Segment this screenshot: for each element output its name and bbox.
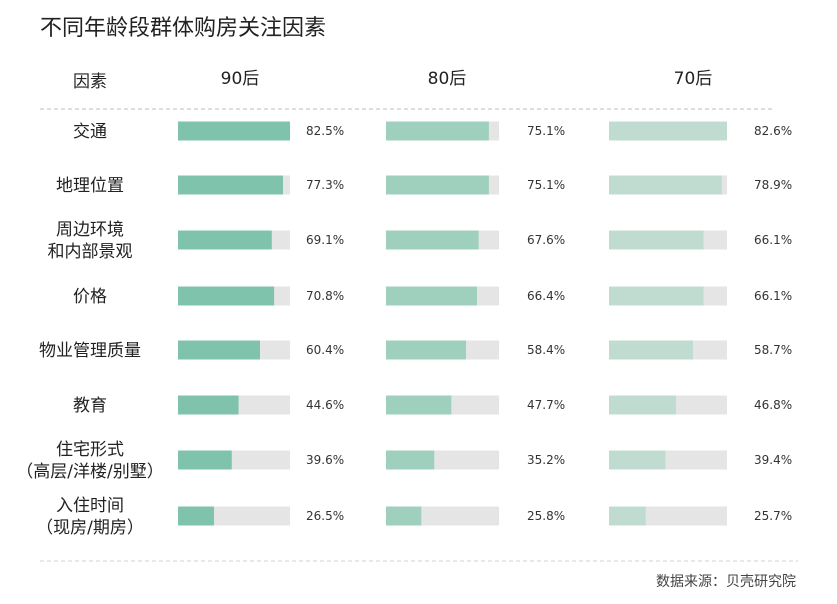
data-label: 39.6% <box>306 453 344 467</box>
chart-rows: 交通 82.5% 75.1% 82.6% 地理位置 77.3% 75.1% 78.9% 周边环境… <box>16 121 792 538</box>
bar <box>386 450 435 470</box>
data-label: 39.4% <box>754 453 792 467</box>
data-label: 66.4% <box>527 289 565 303</box>
data-label: 26.5% <box>306 509 344 523</box>
data-label: 66.1% <box>754 233 792 247</box>
bar <box>609 286 704 306</box>
column-header-80s: 80后 <box>428 69 467 89</box>
data-label: 82.6% <box>754 124 792 138</box>
factor-label: 价格 <box>73 287 107 307</box>
data-label: 35.2% <box>527 453 565 467</box>
data-label: 58.4% <box>527 343 565 357</box>
bar <box>386 506 422 526</box>
bar <box>386 395 452 415</box>
factor-label: 周边环境和内部景观 <box>48 220 133 262</box>
bar <box>609 395 676 415</box>
factor-label: 入住时间（现房/期房） <box>36 496 144 538</box>
data-label: 82.5% <box>306 124 344 138</box>
data-label: 67.6% <box>527 233 565 247</box>
data-label: 66.1% <box>754 289 792 303</box>
bar <box>609 340 693 360</box>
factor-label: 住宅形式（高层/洋楼/别墅） <box>16 440 163 482</box>
column-header-factor: 因素 <box>73 72 107 92</box>
bar <box>178 230 272 250</box>
factor-label: 物业管理质量 <box>39 341 141 361</box>
data-label: 25.8% <box>527 509 565 523</box>
data-label: 69.1% <box>306 233 344 247</box>
bar <box>609 506 646 526</box>
data-label: 60.4% <box>306 343 344 357</box>
data-label: 47.7% <box>527 398 565 412</box>
data-label: 75.1% <box>527 178 565 192</box>
data-label: 58.7% <box>754 343 792 357</box>
bar <box>178 175 283 195</box>
bar <box>609 175 722 195</box>
bar <box>386 175 489 195</box>
column-header-70s: 70后 <box>674 69 713 89</box>
bar <box>386 121 489 141</box>
data-label: 77.3% <box>306 178 344 192</box>
bar <box>178 340 260 360</box>
bar <box>386 230 479 250</box>
data-label: 70.8% <box>306 289 344 303</box>
bar <box>386 340 466 360</box>
factor-label: 交通 <box>73 122 107 142</box>
factor-label: 地理位置 <box>56 176 124 196</box>
source-note: 数据来源：贝壳研究院 <box>656 573 796 590</box>
data-label: 25.7% <box>754 509 792 523</box>
bar <box>178 450 232 470</box>
data-label: 46.8% <box>754 398 792 412</box>
bar <box>609 450 666 470</box>
bar <box>178 395 239 415</box>
chart-title: 不同年龄段群体购房关注因素 <box>40 16 326 41</box>
bar <box>178 121 290 141</box>
bar <box>609 121 727 141</box>
bar <box>178 286 275 306</box>
bar <box>178 506 214 526</box>
bar <box>386 286 477 306</box>
data-label: 78.9% <box>754 178 792 192</box>
data-label: 75.1% <box>527 124 565 138</box>
data-label: 44.6% <box>306 398 344 412</box>
factor-label: 教育 <box>73 396 107 416</box>
bar <box>609 230 704 250</box>
column-header-90s: 90后 <box>221 69 260 89</box>
